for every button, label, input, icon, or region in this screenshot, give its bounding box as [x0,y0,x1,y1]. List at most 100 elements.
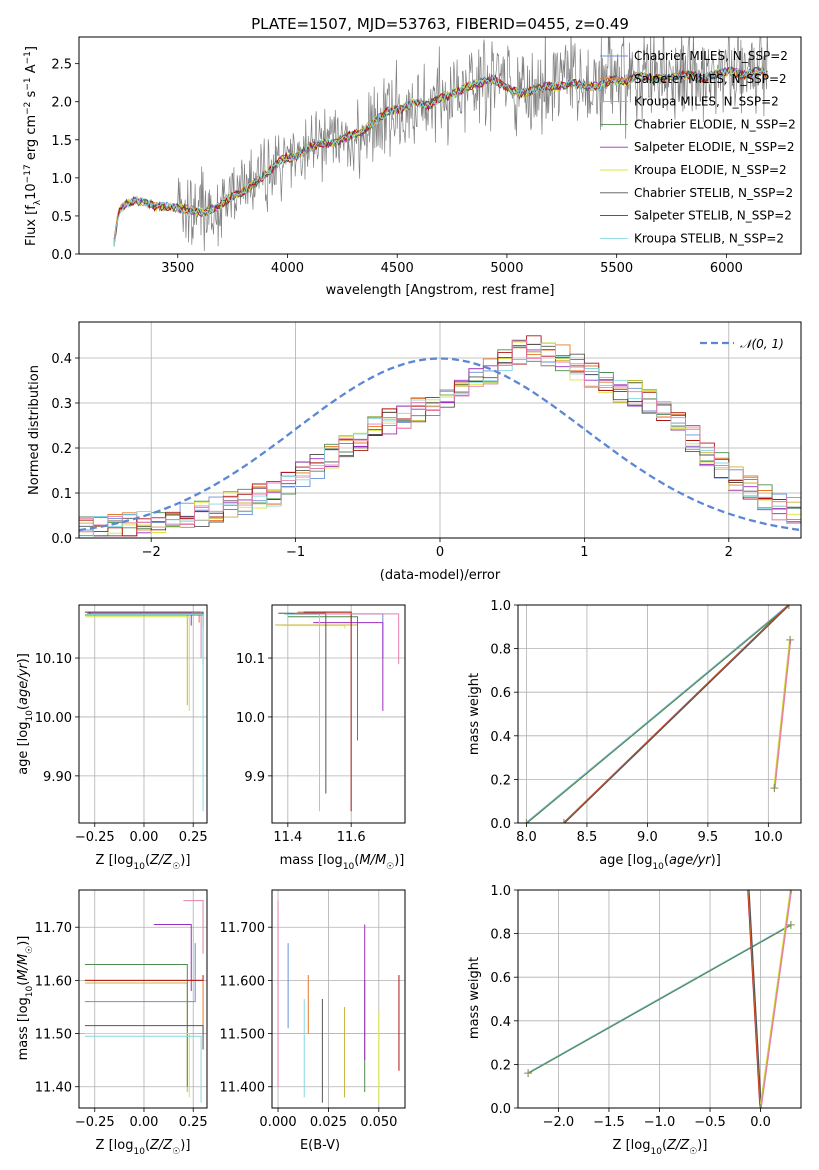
x-tick-label: −2 [142,545,161,560]
y-tick-label: 1.0 [490,599,511,614]
mass-weight-marker [784,605,793,609]
legend-entry: Salpeter ELODIE, N_SSP=2 [634,140,795,154]
y-tick-label: 0.2 [490,1058,511,1073]
x-axis-label: Z [log10(Z/Z☉)] [96,1138,191,1157]
y-tick-label: 0.5 [51,210,72,225]
y-tick-label: 11.600 [220,974,266,989]
x-tick-label: 2 [725,545,733,560]
x-tick-label: 11.4 [273,830,302,845]
x-tick-label: 5000 [490,261,523,276]
x-tick-label: 10.0 [754,830,783,845]
y-tick-label: 9.9 [244,770,265,785]
y-tick-label: 0.6 [490,971,511,986]
mass-vs-ebv-panel: 0.000 0.025 0.050 11.400 11.500 11.600 11.700 [220,889,406,1130]
x-tick-label: 11.6 [337,830,366,845]
x-tick-label: 0.25 [179,1115,208,1130]
x-tick-label: −0.5 [694,1115,726,1130]
legend-entry: Kroupa MILES, N_SSP=2 [634,95,779,109]
y-tick-label: 1.0 [51,172,72,187]
x-tick-label: 0.0 [750,1115,771,1130]
axes-frame [517,889,802,1109]
y-tick-label: 1.0 [490,884,511,899]
x-tick-label: −0.25 [75,830,115,845]
x-tick-label: 8.5 [577,830,598,845]
model-step-line [287,613,384,659]
residual-histogram-panel: −2 −1 0 1 2 0.0 0.1 0.2 0.3 0.4 𝒩(0, 1) [51,321,802,560]
spectrum-title: PLATE=1507, MJD=53763, FIBERID=0455, z=0… [251,15,629,33]
model-step-line [88,613,204,629]
x-tick-label: 6000 [710,261,743,276]
legend-entry: 𝒩(0, 1) [740,337,784,351]
x-tick-label: 0.000 [259,1115,296,1130]
legend-entry: Kroupa STELIB, N_SSP=2 [634,231,784,245]
x-tick-label: −1.0 [644,1115,676,1130]
model-step-line [313,622,384,712]
y-axis-label: mass weight [467,673,482,755]
y-tick-label: 0.0 [490,817,511,832]
y-axis-label: mass weight [467,957,482,1039]
y-tick-label: 10.10 [35,652,72,667]
model-step-line [284,613,320,812]
y-tick-label: 11.60 [35,974,72,989]
x-tick-label: 9.0 [637,830,658,845]
y-tick-label: 0.0 [51,248,72,263]
axes-frame [78,604,208,824]
x-axis-label: mass [log10(M/M☉)] [280,853,405,872]
x-axis-label: Z [log10(Z/Z☉)] [96,853,191,872]
y-tick-label: 0.8 [490,928,511,943]
model-step-line [303,611,352,812]
y-tick-label: 0.2 [51,442,72,457]
plot-area [113,37,769,252]
mass-weight-marker [744,890,753,894]
mass-weight-marker [522,819,531,823]
y-tick-label: 11.50 [35,1028,72,1043]
x-axis-label: (data-model)/error [380,568,501,583]
mass-weight-line [564,605,790,823]
x-tick-label: 4000 [271,261,304,276]
y-axis-label: Flux [fλ10−17 erg cm−2 s−1 A−1] [23,46,43,246]
axes-frame [78,36,802,255]
y-tick-label: 11.700 [220,921,266,936]
x-tick-label: 8.0 [516,830,537,845]
normal-distribution-curve [79,357,801,532]
y-tick-label: 1.5 [51,134,72,149]
y-tick-label: 0.8 [490,643,511,658]
legend-entry: Kroupa ELODIE, N_SSP=2 [634,163,787,177]
residual-histogram-step [79,339,801,538]
model-step-line [84,1025,204,1050]
x-tick-label: 3500 [161,261,194,276]
mass-weight-marker [524,1069,533,1078]
model-spectrum-line [113,65,768,245]
age-vs-metallicity-panel: −0.25 0.00 0.25 9.90 10.00 10.10 [35,604,208,845]
mass-weight-line [774,639,792,789]
x-tick-label: −0.25 [75,1115,115,1130]
x-tick-label: −1 [286,545,305,560]
x-axis-label: E(B-V) [300,1138,340,1153]
spectrum-panel: 3500 4000 4500 5000 5500 6000 0.0 0.5 1.0 1.5 2.0 2… [51,36,802,276]
x-tick-label: 0 [436,545,444,560]
mass-weight-line [760,890,793,1108]
model-step-line [183,900,204,954]
plot-area [524,890,795,1108]
model-step-line [84,975,204,981]
y-tick-label: 0.0 [51,532,72,547]
model-step-line [153,924,192,992]
model-step-line [287,616,358,741]
legend: Chabrier MILES, N_SSP=2 Salpeter MILES, N… [600,49,796,245]
legend-entry: Salpeter MILES, N_SSP=2 [634,72,787,86]
y-tick-label: 0.3 [51,397,72,412]
y-axis-label: age [log10(age/yr)] [16,653,35,775]
model-step-line [84,1035,202,1103]
x-axis-label: age [log10(age/yr)] [599,853,721,872]
y-tick-label: 0.0 [490,1102,511,1117]
legend-entry: Chabrier STELIB, N_SSP=2 [634,186,793,200]
plot-area [275,611,400,812]
mass-weight-marker [559,819,568,823]
model-step-line [86,613,204,812]
model-step-line [87,612,192,626]
x-tick-label: −1.5 [593,1115,625,1130]
y-tick-label: 0.6 [490,686,511,701]
y-axis-label: Normed distribution [27,365,42,495]
mass-vs-metallicity-panel: −0.25 0.00 0.25 11.40 11.50 11.60 11.70 [35,889,208,1130]
y-tick-label: 11.40 [35,1081,72,1096]
